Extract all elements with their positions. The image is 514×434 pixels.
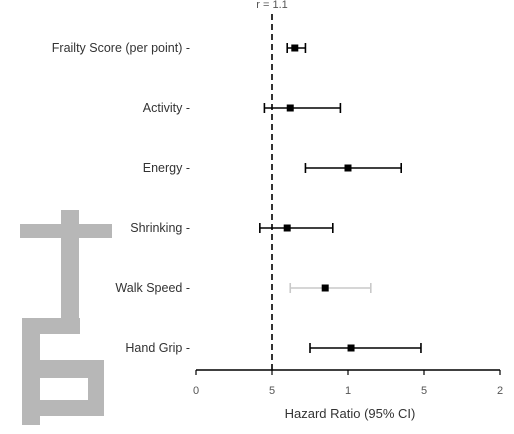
row-label: Hand Grip -: [125, 341, 190, 355]
forest-row: Walk Speed -: [115, 281, 372, 295]
hr-point: [321, 284, 329, 292]
x-tick-label: 5: [421, 385, 427, 397]
forest-row: Hand Grip -: [125, 341, 422, 355]
row-label: Walk Speed -: [115, 281, 190, 295]
x-tick-label: 1: [345, 385, 351, 397]
x-tick-label: 2: [497, 385, 503, 397]
row-label: Frailty Score (per point) -: [52, 41, 190, 55]
hr-point: [347, 344, 355, 352]
hr-point: [291, 44, 299, 52]
row-label: Energy -: [143, 161, 190, 175]
row-label: Shrinking -: [130, 221, 190, 235]
forest-row: Energy -: [143, 161, 403, 175]
forest-row: Shrinking -: [130, 221, 334, 235]
x-tick-label: 0: [193, 385, 199, 397]
hr-point: [286, 104, 294, 112]
hr-point: [283, 224, 291, 232]
x-axis-title: Hazard Ratio (95% CI): [285, 406, 416, 421]
rows: Frailty Score (per point) - Activity - Ene…: [52, 41, 422, 355]
watermark: [20, 210, 112, 425]
row-label: Activity -: [143, 101, 190, 115]
hr-point: [344, 164, 352, 172]
top-label: r = 1.1: [256, 0, 288, 11]
forest-row: Activity -: [143, 101, 342, 115]
x-axis: 0 5 1 5 2: [193, 14, 503, 397]
x-tick-label: 5: [269, 385, 275, 397]
forest-row: Frailty Score (per point) -: [52, 41, 307, 55]
